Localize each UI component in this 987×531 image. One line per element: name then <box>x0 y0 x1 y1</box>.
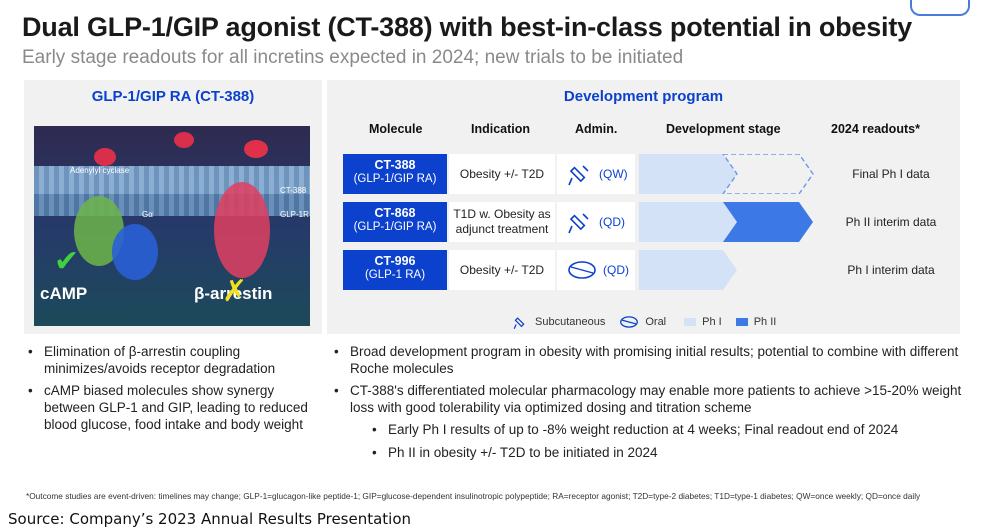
legend-ph1-swatch <box>684 318 697 326</box>
legend-subcutaneous: Subcutaneous <box>535 316 606 328</box>
protein-red-2 <box>174 132 194 148</box>
indication-cell: Obesity +/- T2D <box>449 154 555 194</box>
sub-list-item: Early Ph I results of up to -8% weight r… <box>370 421 972 438</box>
stage-bar <box>639 153 814 195</box>
readout-cell: Ph II interim data <box>845 215 937 229</box>
admin-frequency: (QD) <box>599 215 625 229</box>
admin-cell: (QD) <box>557 202 635 242</box>
molecule-name: CT-996 <box>374 254 416 268</box>
list-item: Elimination of β-arrestin coupling minim… <box>26 343 326 377</box>
molecule-class: (GLP-1/GIP RA) <box>353 221 437 233</box>
left-panel: GLP-1/GIP RA (CT-388) Adenylyl cyclase C… <box>24 80 322 334</box>
admin-frequency: (QW) <box>599 167 628 181</box>
stage-bar <box>639 202 813 242</box>
admin-cell: (QW) <box>557 154 635 194</box>
logo-badge <box>910 0 970 16</box>
footnote: *Outcome studies are event-driven: timel… <box>26 491 921 501</box>
syringe-icon <box>513 317 525 330</box>
molecule-class: (GLP-1/GIP RA) <box>353 173 437 185</box>
protein-red-3 <box>244 140 268 158</box>
cross-icon: ✗ <box>222 275 248 308</box>
receptor-illustration: Adenylyl cyclase CT-388 GLP-1R Gα ✔ cAMP… <box>34 126 310 326</box>
syringe-icon <box>568 165 589 186</box>
protein-blue <box>112 224 158 280</box>
source-caption: Source: Company’s 2023 Annual Results Pr… <box>8 510 412 528</box>
admin-frequency: (QD) <box>603 263 629 277</box>
page-subtitle: Early stage readouts for all incretins e… <box>22 47 684 68</box>
membrane-lower <box>34 194 310 216</box>
indication-cell: Obesity +/- T2D <box>449 250 555 290</box>
stage-bar <box>639 250 737 290</box>
sub-list-item: Ph II in obesity +/- T2D to be initiated… <box>370 444 972 461</box>
pill-icon <box>620 316 639 328</box>
legend-oral: Oral <box>645 316 667 328</box>
col-stage: Development stage <box>666 122 781 136</box>
legend-ph2: Ph II <box>753 316 777 328</box>
label-glp1r: GLP-1R <box>280 210 309 219</box>
list-item: CT-388's differentiated molecular pharma… <box>332 382 972 416</box>
readout-cell: Ph I interim data <box>847 263 935 277</box>
stage-cell <box>639 250 815 290</box>
protein-receptor <box>214 182 270 278</box>
legend: Subcutaneous Oral Ph I Ph II <box>513 314 776 330</box>
list-item: cAMP biased molecules show synergy betwe… <box>26 382 326 433</box>
label-barrestin: β-arrestin <box>194 284 273 303</box>
molecule-cell: CT-868 (GLP-1/GIP RA) <box>343 202 447 242</box>
right-panel-heading: Development program <box>563 88 724 105</box>
col-readouts: 2024 readouts* <box>831 122 920 136</box>
label-adenylyl-cyclase: Adenylyl cyclase <box>70 166 130 175</box>
membrane-upper <box>34 166 310 194</box>
molecule-class: (GLP-1 RA) <box>364 269 426 281</box>
legend-ph1: Ph I <box>702 316 722 328</box>
stage-cell <box>639 153 815 195</box>
label-galpha: Gα <box>142 210 153 219</box>
stage-cell <box>639 202 815 242</box>
readout-cell: Final Ph I data <box>852 167 930 181</box>
right-panel: Development program Molecule Indication … <box>327 80 960 334</box>
label-ct388: CT-388 <box>280 186 307 195</box>
molecule-name: CT-868 <box>374 206 416 220</box>
right-bullets: Broad development program in obesity wit… <box>332 343 972 467</box>
col-admin: Admin. <box>575 122 618 136</box>
label-camp: cAMP <box>40 284 88 303</box>
page-title: Dual GLP-1/GIP agonist (CT-388) with bes… <box>22 12 912 42</box>
list-item: Broad development program in obesity wit… <box>332 343 972 377</box>
molecule-cell: CT-388 (GLP-1/GIP RA) <box>343 154 447 194</box>
col-indication: Indication <box>471 122 531 136</box>
admin-cell: (QD) <box>557 250 635 290</box>
protein-red-1 <box>94 148 116 166</box>
col-molecule: Molecule <box>369 122 423 136</box>
checkmark-icon: ✔ <box>54 245 80 278</box>
pill-icon <box>568 261 596 279</box>
indication-cell: T1D w. Obesity as adjunct treatment <box>449 202 555 242</box>
molecule-cell: CT-996 (GLP-1 RA) <box>343 250 447 290</box>
legend-ph2-swatch <box>735 318 748 326</box>
left-panel-heading: GLP-1/GIP RA (CT-388) <box>91 88 255 105</box>
syringe-icon <box>568 213 589 234</box>
left-bullets: Elimination of β-arrestin coupling minim… <box>26 343 326 438</box>
molecule-name: CT-388 <box>374 158 416 172</box>
